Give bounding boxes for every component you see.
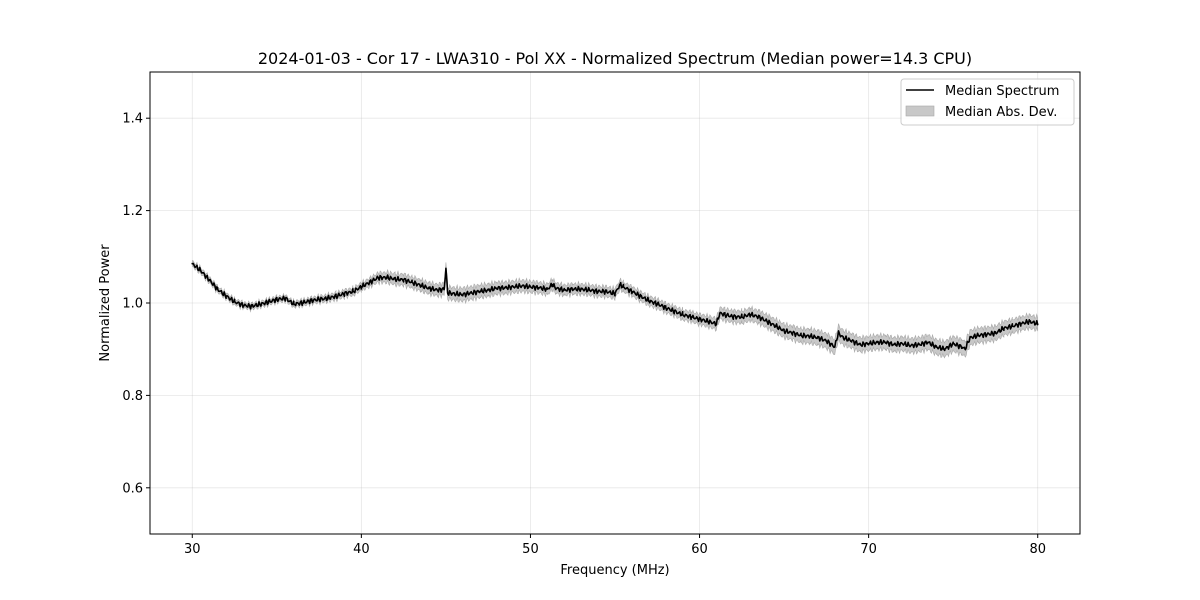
y-axis-label: Normalized Power [98, 244, 113, 362]
y-tick-label: 1.2 [122, 204, 143, 219]
legend-band-swatch [905, 105, 935, 117]
chart-title: 2024-01-03 - Cor 17 - LWA310 - Pol XX - … [258, 49, 972, 68]
x-axis-ticks: 30 40 50 60 70 80 [184, 534, 1046, 557]
mad-band-layer [191, 260, 1039, 359]
legend-label-median-spectrum: Median Spectrum [945, 84, 1059, 99]
legend-label-mad: Median Abs. Dev. [945, 105, 1057, 120]
median-spectrum-layer [191, 262, 1039, 352]
y-axis-ticks: 0.6 0.8 1.0 1.2 1.4 [122, 112, 150, 496]
x-tick-label: 30 [184, 542, 201, 557]
x-axis-label: Frequency (MHz) [560, 563, 669, 578]
x-tick-label: 60 [691, 542, 708, 557]
y-tick-label: 0.6 [122, 481, 143, 496]
median-spectrum-line [191, 262, 1039, 352]
x-tick-label: 80 [1029, 542, 1046, 557]
x-tick-label: 50 [522, 542, 539, 557]
x-tick-label: 70 [860, 542, 877, 557]
legend: Median Spectrum Median Abs. Dev. [900, 78, 1075, 126]
legend-box [900, 78, 1075, 126]
y-tick-label: 0.8 [122, 389, 143, 404]
y-tick-label: 1.4 [122, 112, 143, 127]
y-tick-label: 1.0 [122, 297, 143, 312]
median-abs-dev-band [191, 260, 1039, 359]
x-tick-label: 40 [353, 542, 370, 557]
